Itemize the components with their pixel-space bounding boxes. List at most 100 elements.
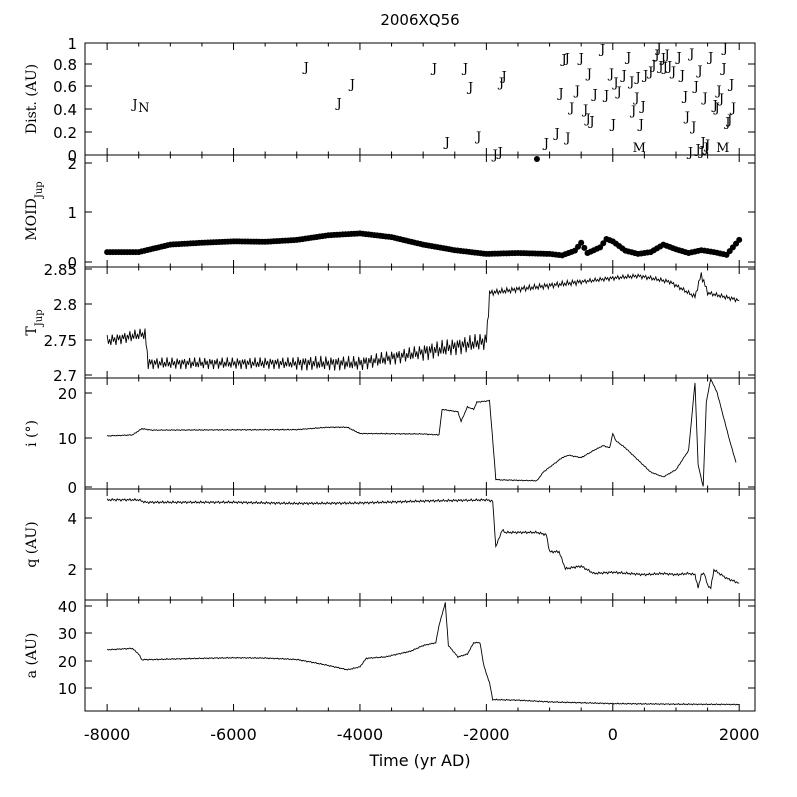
encounter-label: J	[721, 41, 728, 56]
y-axis-label: q (AU)	[24, 521, 40, 567]
encounter-label: J	[681, 90, 688, 105]
encounter-label: J	[686, 146, 693, 161]
encounter-label: J	[661, 61, 668, 76]
encounter-label: J	[678, 68, 685, 83]
encounter-label: J	[669, 65, 676, 80]
encounter-label: J	[302, 61, 309, 76]
encounter-label: J	[598, 43, 605, 58]
y-tick-label: 0	[67, 479, 77, 497]
x-tick-label: 2000	[719, 725, 760, 744]
encounter-label: J	[130, 97, 137, 112]
y-tick-label: 0	[67, 147, 77, 165]
encounter-label: J	[577, 52, 584, 67]
encounter-label: J	[711, 99, 718, 114]
encounter-label: N	[138, 101, 149, 116]
chart-title: 2006XQ56	[380, 11, 459, 29]
encounter-label: J	[474, 130, 481, 145]
y-axis-label-subscript: Jup	[34, 181, 45, 199]
x-tick-label: -6000	[210, 725, 257, 744]
panel-6: 10 20 30 40 a (AU)	[24, 598, 756, 712]
panel-3: 2.7 2.75 2.8 2.85 TJup	[24, 261, 756, 385]
encounter-label: J	[652, 48, 659, 63]
encounter-label: J	[639, 100, 646, 115]
encounter-label: J	[702, 141, 709, 156]
y-tick-label: 2	[67, 561, 77, 579]
encounter-label: J	[695, 64, 702, 79]
moid-point	[581, 244, 588, 251]
encounter-label: J	[496, 146, 503, 161]
x-axis-label: Time (yr AD)	[368, 751, 470, 770]
encounter-label: J	[656, 59, 663, 74]
x-tick-label: -4000	[337, 725, 384, 744]
x-tick-label: 0	[608, 725, 618, 744]
moid-point	[597, 244, 604, 251]
series-line	[106, 272, 740, 371]
y-tick-label: 10	[58, 430, 77, 448]
x-tick-label: -2000	[463, 725, 510, 744]
encounter-label: J	[697, 145, 704, 160]
encounter-label: J	[624, 50, 631, 65]
y-tick-label: 4	[67, 510, 77, 528]
encounter-label: J	[443, 136, 450, 151]
encounter-label: J	[675, 50, 682, 65]
encounter-label: J	[560, 53, 567, 68]
encounter-label: J	[633, 71, 640, 86]
encounter-label: J	[699, 136, 706, 151]
encounter-label: J	[723, 115, 730, 130]
y-axis-label: Dist. (AU)	[24, 64, 40, 134]
encounter-label: J	[712, 101, 719, 116]
encounter-label: J	[587, 114, 594, 129]
y-tick-label: 1	[67, 35, 77, 53]
series-line	[106, 378, 737, 487]
y-tick-label: 0.4	[53, 101, 77, 119]
encounter-label: J	[585, 67, 592, 82]
y-tick-label: 0.6	[53, 78, 77, 96]
y-tick-label: 40	[58, 598, 77, 616]
y-tick-label: 0.2	[53, 124, 77, 142]
encounter-label: J	[466, 81, 473, 96]
series-line	[106, 602, 740, 706]
encounter-label: J	[637, 118, 644, 133]
moid-point	[578, 239, 585, 246]
encounter-label: J	[497, 76, 504, 91]
encounter-label: J	[430, 62, 437, 77]
encounter-label: J	[706, 50, 713, 65]
encounter-label: J	[461, 62, 468, 77]
encounter-label: J	[563, 52, 570, 67]
encounter-label: J	[573, 84, 580, 99]
x-axis: -8000 -6000 -4000 -2000 0 2000	[84, 725, 760, 744]
encounter-label: J	[719, 62, 726, 77]
encounter-label: J	[334, 96, 341, 111]
encounter-label: J	[649, 58, 656, 73]
encounter-label: J	[700, 91, 707, 106]
y-axis-label: TJup	[24, 309, 45, 335]
encounter-label: J	[654, 41, 661, 56]
encounter-label: J	[692, 80, 699, 95]
encounter-label: J	[727, 77, 734, 92]
panel-4: 0 10 20 i (°)	[24, 377, 756, 497]
encounter-label: J	[581, 103, 588, 118]
y-tick-label: 0	[67, 254, 77, 272]
encounter-label: J	[683, 110, 690, 125]
encounter-label: M	[716, 141, 729, 156]
encounter-label: J	[590, 87, 597, 102]
y-axis-label-subscript: Jup	[34, 309, 45, 327]
encounter-label: J	[607, 67, 614, 82]
series-line	[106, 497, 740, 590]
y-axis-label: i (°)	[24, 420, 40, 447]
moid-point	[600, 240, 607, 247]
encounter-label: J	[499, 69, 506, 84]
encounter-label: J	[609, 118, 616, 133]
encounter-label: J	[611, 76, 618, 91]
y-tick-label: 10	[58, 680, 77, 698]
y-tick-label: 0.8	[53, 56, 77, 74]
encounter-label: J	[729, 101, 736, 116]
encounter-label: J	[627, 75, 634, 90]
encounter-label: J	[725, 113, 732, 128]
moid-point	[736, 236, 743, 243]
x-tick-label: -8000	[84, 725, 131, 744]
encounter-label: J	[694, 142, 701, 157]
encounter-label: J	[620, 68, 627, 83]
